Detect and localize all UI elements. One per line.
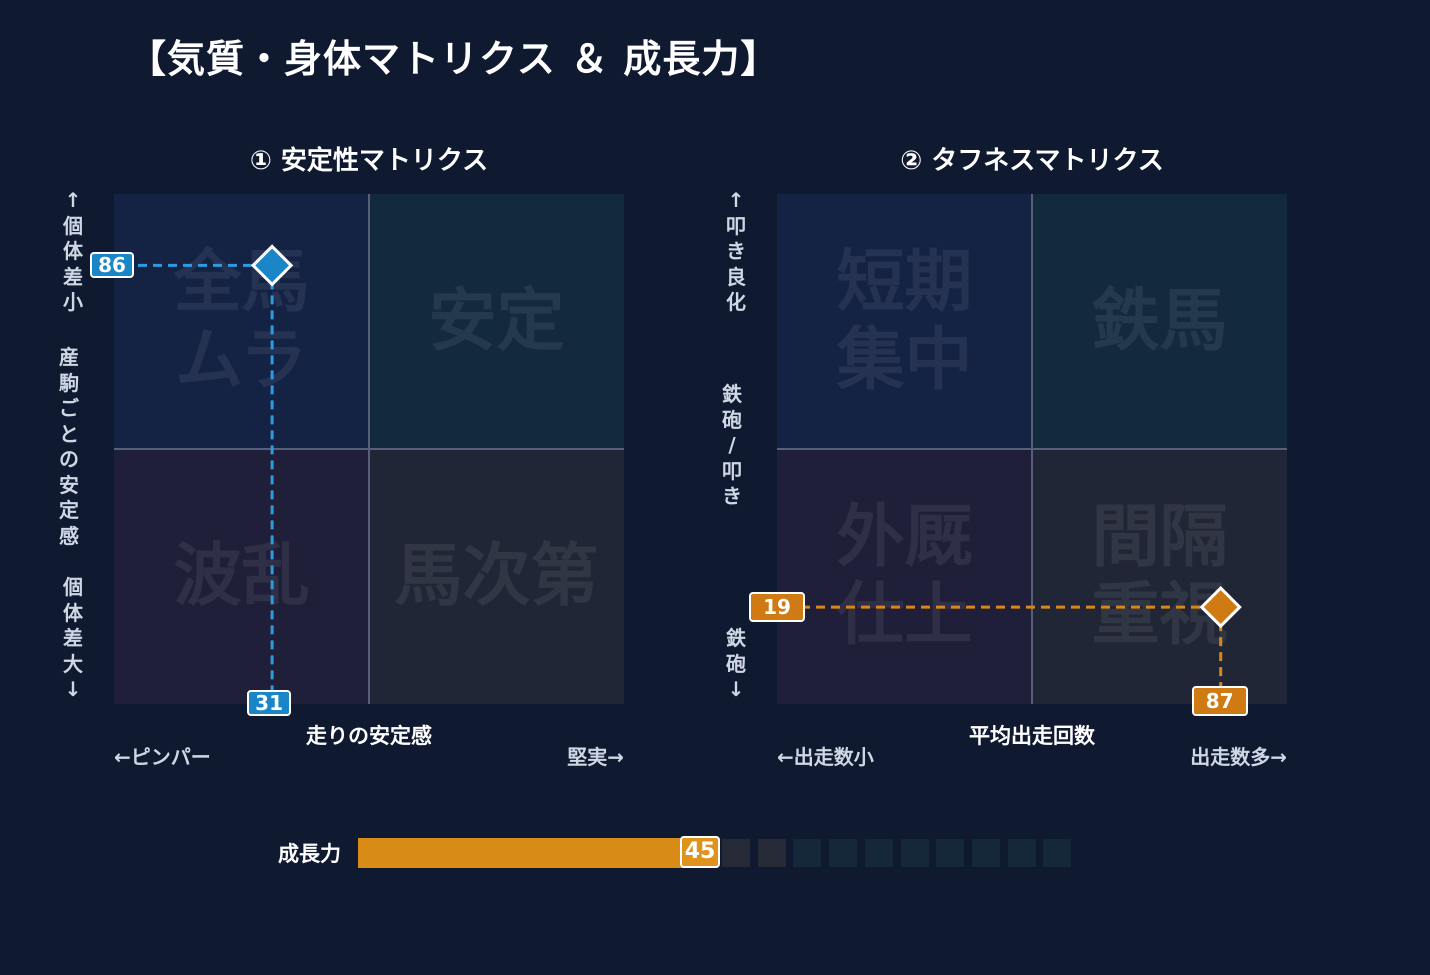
chart2-x-value-badge: 87 xyxy=(1191,686,1248,716)
chart2-y-center-label: 鉄砲 / 叩き xyxy=(722,382,742,508)
growth-bar-fill xyxy=(358,838,700,868)
growth-bar-segment xyxy=(722,839,750,867)
chart2-quadrant-bottom-right: 間隔 重視 xyxy=(1032,449,1287,704)
chart1-quadrant-bottom-left-label: 波乱 xyxy=(173,536,310,616)
chart1-x-right-label: 堅実→ xyxy=(567,745,624,769)
chart2-overlay xyxy=(801,585,1242,700)
page-title: 【気質・身体マトリクス ＆ 成長力】 xyxy=(128,37,780,81)
chart1-y-value-badge: 86 xyxy=(90,252,134,279)
chart2-x-left-label: ←出走数小 xyxy=(777,745,874,769)
chart1-x-axis-title: 走りの安定感 xyxy=(306,724,432,748)
chart1-quadrant-top-right-label: 安定 xyxy=(428,281,565,361)
chart2-quadrant-top-right: 鉄馬 xyxy=(1032,194,1287,449)
chart1-y-center-label: 産駒ごとの安定感 xyxy=(59,345,79,548)
growth-bar-segment xyxy=(1007,839,1036,867)
chart2-quadrant-bottom-right-label: 間隔 重視 xyxy=(1091,497,1228,655)
growth-bar-segment xyxy=(1043,839,1072,867)
chart1-quadrant-top-right: 安定 xyxy=(369,194,624,449)
growth-bar-segment xyxy=(864,839,893,867)
chart1-divider-horizontal xyxy=(114,448,624,450)
chart2-quadrant-top-left: 短期 集中 xyxy=(777,194,1032,449)
chart1-quadrant-bottom-left: 波乱 xyxy=(114,449,369,704)
chart2-matrix: 短期 集中 鉄馬 外厩 仕上 間隔 重視 19 87 xyxy=(749,194,1287,716)
chart1-quadrant-bottom-right: 馬次第 xyxy=(369,449,624,704)
chart1-title: ① 安定性マトリクス xyxy=(249,146,489,176)
growth-bar-segment xyxy=(900,839,929,867)
chart1-y-top-label: ↑ 個体差小 xyxy=(63,188,83,314)
chart2-point-marker xyxy=(1199,585,1242,629)
chart2-quadrant-bottom-left: 外厩 仕上 xyxy=(777,449,1032,704)
chart2-y-top-label: ↑ 叩き良化 xyxy=(726,188,746,314)
chart2-divider-horizontal xyxy=(777,448,1287,450)
growth-bar-segment xyxy=(936,839,965,867)
chart1-matrix: 全馬 ムラ 安定 波乱 馬次第 86 31 xyxy=(90,194,624,716)
chart2-x-right-label: 出走数多→ xyxy=(1190,745,1287,769)
chart2-quadrant-bottom-left-label: 外厩 仕上 xyxy=(836,497,973,655)
growth-bar-segment xyxy=(829,839,858,867)
chart1-quadrant-top-left: 全馬 ムラ xyxy=(114,194,369,449)
growth-value-badge: 45 xyxy=(680,836,720,868)
chart2-quadrant-top-right-label: 鉄馬 xyxy=(1091,281,1228,361)
chart2-y-bottom-label: 鉄砲 ↓ xyxy=(726,626,746,701)
chart1-x-value-badge: 31 xyxy=(247,690,292,716)
growth-label: 成長力 xyxy=(278,842,341,866)
chart1-quadrant-top-left-label: 全馬 ムラ xyxy=(173,242,310,400)
growth-bar-segment xyxy=(757,839,786,867)
growth-bar-segment xyxy=(971,839,1000,867)
chart1-y-bottom-label: 個体差大 ↓ xyxy=(63,575,83,701)
chart2-title: ② タフネスマトリクス xyxy=(900,146,1164,176)
growth-bar-segment xyxy=(793,839,822,867)
chart2-x-axis-title: 平均出走回数 xyxy=(969,724,1095,748)
chart1-x-left-label: ←ピンパー xyxy=(114,745,211,769)
chart1-quadrant-bottom-right-label: 馬次第 xyxy=(394,536,599,616)
chart1-point-marker xyxy=(250,244,294,287)
chart1-overlay xyxy=(138,244,294,700)
chart2-quadrant-top-left-label: 短期 集中 xyxy=(836,242,973,400)
chart2-y-value-badge: 19 xyxy=(749,592,805,623)
